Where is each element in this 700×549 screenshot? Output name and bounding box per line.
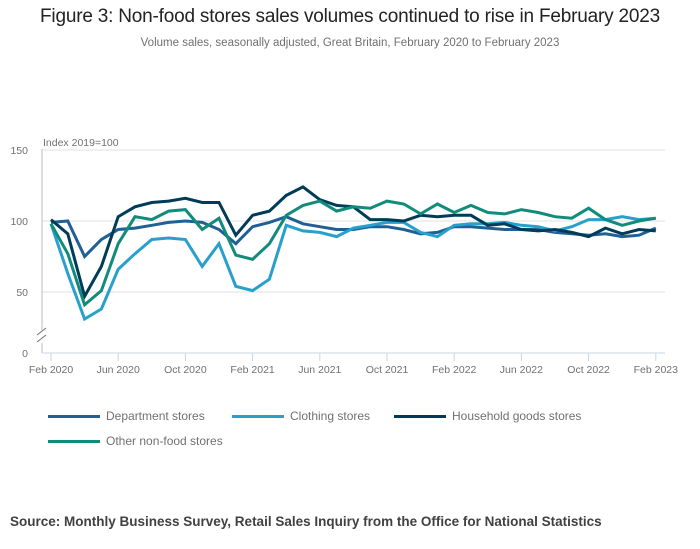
- legend-swatch-household-goods-stores: [394, 414, 446, 418]
- gridlines: [42, 149, 665, 293]
- legend-swatch-department-stores: [48, 414, 100, 418]
- x-tick-label: Oct 2021: [366, 364, 409, 376]
- x-tick-label: Feb 2023: [634, 364, 679, 376]
- x-tick-label: Jun 2021: [298, 364, 341, 376]
- legend-item-household-goods-stores[interactable]: Household goods stores: [394, 408, 581, 424]
- legend-label: Other non-food stores: [106, 434, 223, 448]
- legend-label: Department stores: [106, 409, 205, 423]
- chart-title: Figure 3: Non-food stores sales volumes …: [40, 6, 660, 27]
- y-tick-label: 150: [10, 145, 28, 157]
- series-lines: [49, 185, 657, 322]
- x-tick-label: Jun 2022: [500, 364, 543, 376]
- axis-break-mark: [36, 327, 47, 336]
- x-tick-label: Oct 2020: [164, 364, 207, 376]
- series-line-department-stores: [50, 215, 657, 260]
- chart-subtitle: Volume sales, seasonally adjusted, Great…: [140, 37, 560, 49]
- axis-break-mark: [36, 334, 47, 343]
- y-tick-label: 100: [10, 216, 28, 228]
- x-tick-label: Oct 2022: [567, 364, 610, 376]
- series-line-other-non-food-stores: [49, 199, 657, 308]
- x-tick-label: Feb 2020: [29, 364, 74, 376]
- y-tick-label: 0: [22, 348, 28, 360]
- y-axis-label: Index 2019=100: [43, 137, 119, 149]
- series-line-household-goods-stores: [50, 185, 656, 301]
- legend-swatch-clothing-stores: [232, 414, 284, 418]
- x-tick-label: Feb 2022: [432, 364, 477, 376]
- legend-item-other-non-food-stores[interactable]: Other non-food stores: [48, 433, 223, 449]
- x-axis: Feb 2020 Jun 2020 Oct 2020 Feb 2021 Jun 2021…: [29, 352, 679, 376]
- line-chart: Index 2019=100 0 50 100 150 Feb 2020 Jun 202…: [10, 137, 679, 376]
- y-axis: Index 2019=100 0 50 100 150: [10, 137, 118, 360]
- legend-swatch-other-non-food-stores: [48, 439, 100, 443]
- x-tick-label: Jun 2020: [97, 364, 140, 376]
- legend-item-department-stores[interactable]: Department stores: [48, 408, 205, 424]
- y-tick-label: 50: [16, 287, 28, 299]
- source-note: Source: Monthly Business Survey, Retail …: [10, 514, 602, 529]
- x-tick-label: Feb 2021: [230, 364, 275, 376]
- legend-label: Clothing stores: [290, 409, 371, 423]
- legend-label: Household goods stores: [452, 409, 582, 423]
- legend-item-clothing-stores[interactable]: Clothing stores: [232, 408, 370, 424]
